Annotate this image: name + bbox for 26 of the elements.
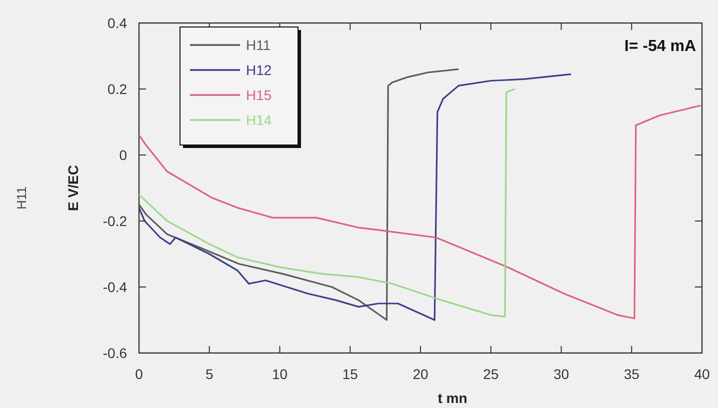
legend-label: H14 <box>246 112 272 128</box>
x-tick-label: 25 <box>483 366 499 382</box>
y-tick-label: 0.2 <box>108 81 128 97</box>
x-tick-label: 35 <box>624 366 640 382</box>
x-tick-label: 0 <box>135 366 144 382</box>
y-tick-label: 0.4 <box>108 15 128 31</box>
x-tick-label: 5 <box>205 366 214 382</box>
y-axis-title: E V/EC <box>65 165 81 211</box>
x-tick-label: 20 <box>412 366 428 382</box>
x-tick-label: 10 <box>272 366 288 382</box>
y-tick-label: -0.4 <box>102 279 128 295</box>
x-tick-label: 30 <box>553 366 570 382</box>
y-tick-label: -0.6 <box>102 345 128 361</box>
x-tick-label: 40 <box>694 366 710 382</box>
y-tick-label: 0 <box>119 147 128 163</box>
line-series <box>138 88 516 318</box>
line-series <box>138 104 702 320</box>
legend-label: H15 <box>246 87 272 103</box>
annotation: I= -54 mA <box>624 38 696 55</box>
line-series <box>138 73 572 321</box>
text: H11 <box>14 186 29 210</box>
legend-label: H11 <box>246 37 271 53</box>
legend-label: H12 <box>246 62 272 78</box>
x-axis-title: t mn <box>438 390 468 406</box>
y-tick-label: -0.2 <box>102 213 128 229</box>
x-tick-label: 15 <box>342 366 358 382</box>
